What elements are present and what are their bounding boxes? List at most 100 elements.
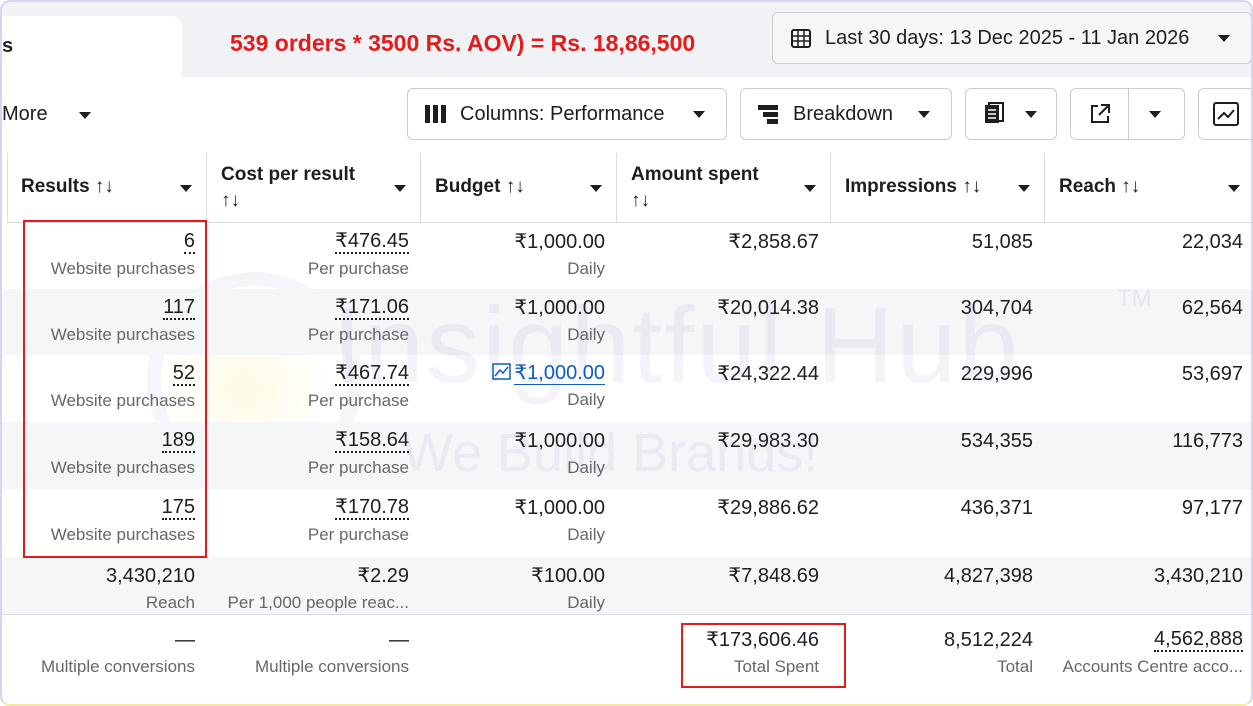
calendar-icon (791, 29, 811, 48)
column-header[interactable]: Amount spent ↑↓ (617, 153, 831, 223)
cell-value: 436,371 (960, 497, 1033, 519)
cell-value: 53,697 (1181, 363, 1243, 385)
more-menu[interactable]: More (2, 103, 92, 126)
column-header-label: Budget ↑↓ (435, 176, 525, 197)
cell-value[interactable]: — (389, 629, 409, 651)
cell-value: ₹1,000.00 (514, 297, 605, 319)
cell-value[interactable]: 3,430,210 (106, 565, 195, 587)
table-cell: ₹7,848.69 (617, 557, 831, 614)
table-cell: ₹467.74 Per purchase (207, 355, 421, 422)
sort-chevron (180, 185, 192, 192)
breakdown-button[interactable]: Breakdown (740, 88, 952, 140)
table-cell: 189 Website purchases (7, 422, 207, 489)
cell-value[interactable]: ₹171.06 (335, 296, 409, 320)
cell-value[interactable]: 117 (163, 296, 195, 320)
watermark-mark: TM (1117, 285, 1152, 312)
cell-value[interactable]: ₹158.64 (335, 429, 409, 453)
table-cell: 117 Website purchases (7, 289, 207, 355)
cell-value: 8,512,224 (944, 629, 1033, 651)
watermark-tagline: We Build Brands! (402, 423, 819, 483)
cell-subtext: Website purchases (50, 391, 195, 410)
column-header[interactable]: Impressions ↑↓ (831, 153, 1045, 223)
column-header-label: Reach ↑↓ (1059, 176, 1141, 197)
cell-subtext: Total Spent (733, 657, 819, 676)
table-cell: 116,773 (1045, 422, 1251, 489)
chart-button[interactable] (1198, 88, 1251, 140)
column-header[interactable]: Results ↑↓ (7, 153, 207, 223)
table-cell: ₹2,858.67 (617, 223, 831, 289)
cell-subtext: Daily (567, 593, 605, 612)
table-cell: ₹170.78 Per purchase (207, 489, 421, 557)
column-header[interactable]: Budget ↑↓ (421, 153, 617, 223)
table-cell: 8,512,224 Total (831, 614, 1045, 702)
table-cell: 229,996 (831, 355, 1045, 422)
chevron (1218, 35, 1230, 42)
cell-subtext: Per purchase (307, 391, 409, 410)
chevron (78, 111, 91, 119)
table-cell: 51,085 (831, 223, 1045, 289)
cell-subtext: Reach (145, 593, 195, 612)
cell-value: 62,564 (1181, 297, 1243, 319)
table-cell (421, 614, 617, 702)
cell-value: 116,773 (1172, 430, 1243, 452)
columns-button[interactable]: Columns: Performance (407, 88, 727, 140)
highlight-box (23, 220, 207, 558)
table-cell: ₹29,886.62 (617, 489, 831, 557)
table-cell: 53,697 (1045, 355, 1251, 422)
cell-value[interactable]: 189 (161, 429, 195, 453)
date-picker[interactable]: Last 30 days: 13 Dec 2025 - 11 Jan 2026 (772, 12, 1251, 64)
watermark-title: Insightful Hub (332, 284, 1021, 405)
cell-value: ₹1,000.00 (514, 362, 605, 385)
cell-value[interactable]: ₹170.78 (335, 496, 409, 520)
cell-value: ₹2,858.67 (728, 231, 819, 253)
cell-value: ₹29,886.62 (717, 497, 819, 519)
table-cell: ₹24,322.44 (617, 355, 831, 422)
cell-value[interactable]: ₹467.74 (335, 362, 409, 386)
sort-chevron (804, 185, 816, 192)
cell-subtext: Website purchases (50, 259, 195, 278)
table-cell: 534,355 (831, 422, 1045, 489)
cell-value[interactable]: — (175, 629, 195, 651)
table-cell: ₹1,000.00 Daily (421, 355, 617, 422)
cell-value[interactable]: 175 (161, 496, 195, 520)
table-cell: — Multiple conversions (207, 614, 421, 702)
table-cell: ₹171.06 Per purchase (207, 289, 421, 355)
cell-value: 304,704 (960, 297, 1033, 319)
table-cell: ₹29,983.30 (617, 422, 831, 489)
table-cell: 62,564 (1045, 289, 1251, 355)
table-cell: 6 Website purchases (7, 223, 207, 289)
column-header-label: Impressions ↑↓ (845, 176, 982, 197)
cell-subtext: Per purchase (307, 325, 409, 344)
cell-subtext: Per purchase (307, 458, 409, 477)
more-label: More (2, 103, 48, 125)
breakdown-icon (758, 105, 778, 124)
table-row (2, 289, 1251, 355)
table-cell: 436,371 (831, 489, 1045, 557)
cell-value: ₹1,000.00 (514, 231, 605, 253)
tab[interactable]: s (2, 16, 182, 77)
table-cell: ₹158.64 Per purchase (207, 422, 421, 489)
table-cell: 3,430,210 Reach (7, 557, 207, 614)
column-header[interactable]: Cost per result ↑↓ (207, 153, 421, 223)
cell-value: 3,430,210 (1154, 565, 1243, 587)
cell-subtext: Website purchases (50, 325, 195, 344)
column-header-label: Cost per result ↑↓ (221, 164, 356, 211)
reports-button[interactable] (965, 88, 1057, 140)
breakdown-label: Breakdown (793, 102, 894, 125)
column-header[interactable]: Reach ↑↓ (1045, 153, 1251, 223)
sort-chevron (394, 185, 406, 192)
cell-value[interactable]: 52 (172, 362, 195, 386)
cell-value: 22,034 (1181, 231, 1243, 253)
cell-value[interactable]: ₹476.45 (335, 230, 409, 254)
cell-subtext: Accounts Centre acco... (1062, 657, 1243, 676)
table-row (2, 557, 1251, 614)
cell-value[interactable]: ₹2.29 (357, 565, 409, 587)
cell-value[interactable]: 6 (183, 230, 195, 254)
reports-icon (985, 102, 1004, 123)
budget-chart-icon[interactable] (492, 363, 512, 381)
table-cell: ₹1,000.00 Daily (421, 422, 617, 489)
export-button[interactable] (1070, 88, 1185, 140)
annotation: 539 orders * 3500 Rs. AOV) = Rs. 18,86,5… (230, 30, 696, 56)
cell-subtext: Daily (567, 390, 605, 409)
sort-chevron (1228, 185, 1240, 192)
